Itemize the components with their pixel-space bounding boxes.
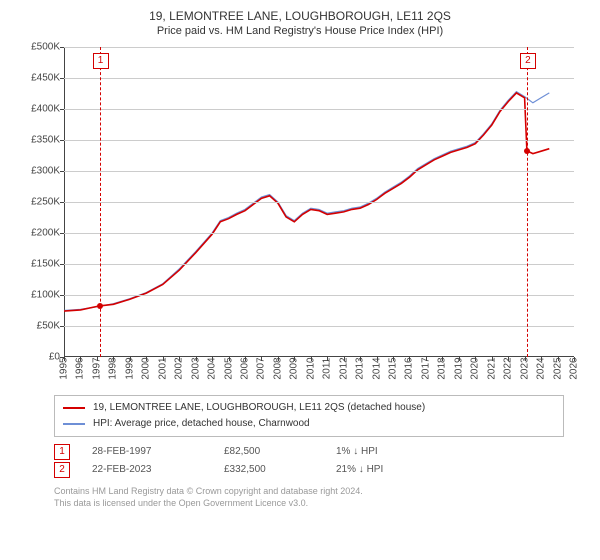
transactions-table: 1 28-FEB-1997 £82,500 1% ↓ HPI 2 22-FEB-2023 £… bbox=[54, 443, 590, 479]
y-tick bbox=[60, 233, 64, 234]
footer-line: This data is licensed under the Open Gov… bbox=[54, 497, 564, 510]
y-tick bbox=[60, 109, 64, 110]
transaction-pct: 1% ↓ HPI bbox=[336, 443, 378, 461]
gridline bbox=[64, 109, 574, 110]
x-axis-label: 2001 bbox=[157, 357, 168, 379]
transaction-pct: 21% ↓ HPI bbox=[336, 461, 383, 479]
y-axis-label: £50K bbox=[37, 320, 60, 331]
x-axis-label: 2021 bbox=[486, 357, 497, 379]
x-axis-label: 2015 bbox=[388, 357, 399, 379]
y-axis-label: £150K bbox=[31, 258, 60, 269]
license-footer: Contains HM Land Registry data © Crown c… bbox=[54, 485, 564, 510]
gridline bbox=[64, 295, 574, 296]
x-axis-label: 2011 bbox=[322, 358, 333, 380]
x-axis-label: 1995 bbox=[59, 357, 70, 379]
y-tick bbox=[60, 202, 64, 203]
x-axis-label: 2005 bbox=[223, 357, 234, 379]
y-axis-label: £500K bbox=[31, 41, 60, 52]
y-tick bbox=[60, 47, 64, 48]
x-axis-label: 2016 bbox=[404, 357, 415, 379]
x-axis-label: 2022 bbox=[503, 357, 514, 379]
y-axis-label: £300K bbox=[31, 165, 60, 176]
legend-label: 19, LEMONTREE LANE, LOUGHBOROUGH, LE11 2… bbox=[93, 400, 425, 416]
transaction-price: £332,500 bbox=[224, 461, 314, 479]
x-axis-label: 2006 bbox=[239, 357, 250, 379]
transaction-date: 28-FEB-1997 bbox=[92, 443, 202, 461]
chart-title: 19, LEMONTREE LANE, LOUGHBOROUGH, LE11 2… bbox=[10, 8, 590, 25]
x-axis-label: 1999 bbox=[124, 357, 135, 379]
transaction-row: 2 22-FEB-2023 £332,500 21% ↓ HPI bbox=[54, 461, 590, 479]
marker-line bbox=[527, 47, 528, 357]
gridline bbox=[64, 171, 574, 172]
x-axis-label: 2023 bbox=[519, 357, 530, 379]
transaction-date: 22-FEB-2023 bbox=[92, 461, 202, 479]
y-axis-label: £450K bbox=[31, 72, 60, 83]
marker-line bbox=[100, 47, 101, 357]
x-axis-label: 2000 bbox=[141, 357, 152, 379]
transaction-badge: 2 bbox=[54, 462, 70, 478]
y-tick bbox=[60, 140, 64, 141]
transaction-badge: 1 bbox=[54, 444, 70, 460]
x-axis-label: 2020 bbox=[470, 357, 481, 379]
x-axis-label: 2010 bbox=[305, 357, 316, 379]
y-axis-label: £400K bbox=[31, 103, 60, 114]
gridline bbox=[64, 47, 574, 48]
gridline bbox=[64, 140, 574, 141]
gridline bbox=[64, 202, 574, 203]
y-tick bbox=[60, 171, 64, 172]
x-axis-label: 2025 bbox=[552, 357, 563, 379]
gridline bbox=[64, 326, 574, 327]
x-axis-label: 2013 bbox=[355, 357, 366, 379]
x-axis-label: 1996 bbox=[75, 357, 86, 379]
x-axis-label: 2026 bbox=[569, 357, 580, 379]
chart: £0£50K£100K£150K£200K£250K£300K£350K£400… bbox=[20, 41, 580, 391]
y-tick bbox=[60, 78, 64, 79]
y-axis-label: £250K bbox=[31, 196, 60, 207]
x-axis-label: 1997 bbox=[91, 357, 102, 379]
y-tick bbox=[60, 264, 64, 265]
transaction-row: 1 28-FEB-1997 £82,500 1% ↓ HPI bbox=[54, 443, 590, 461]
x-axis-label: 2017 bbox=[420, 357, 431, 379]
x-axis-label: 2009 bbox=[289, 357, 300, 379]
transaction-price: £82,500 bbox=[224, 443, 314, 461]
marker-badge: 1 bbox=[93, 53, 109, 69]
x-axis-label: 2019 bbox=[453, 357, 464, 379]
legend-swatch bbox=[63, 423, 85, 425]
footer-line: Contains HM Land Registry data © Crown c… bbox=[54, 485, 564, 498]
legend-item: HPI: Average price, detached house, Char… bbox=[63, 416, 555, 432]
x-axis-label: 2018 bbox=[437, 357, 448, 379]
x-axis-label: 2002 bbox=[174, 357, 185, 379]
y-axis-label: £100K bbox=[31, 289, 60, 300]
x-axis-label: 2014 bbox=[371, 357, 382, 379]
x-axis-label: 2024 bbox=[536, 357, 547, 379]
legend-item: 19, LEMONTREE LANE, LOUGHBOROUGH, LE11 2… bbox=[63, 400, 555, 416]
legend: 19, LEMONTREE LANE, LOUGHBOROUGH, LE11 2… bbox=[54, 395, 564, 437]
x-axis-label: 2008 bbox=[272, 357, 283, 379]
gridline bbox=[64, 233, 574, 234]
y-axis-label: £200K bbox=[31, 227, 60, 238]
legend-label: HPI: Average price, detached house, Char… bbox=[93, 416, 310, 432]
chart-subtitle: Price paid vs. HM Land Registry's House … bbox=[10, 25, 590, 37]
y-tick bbox=[60, 326, 64, 327]
y-tick bbox=[60, 295, 64, 296]
x-axis-label: 2012 bbox=[338, 357, 349, 379]
marker-dot bbox=[97, 303, 103, 309]
x-axis-label: 2003 bbox=[190, 357, 201, 379]
legend-swatch bbox=[63, 407, 85, 409]
plot-area: 12 bbox=[64, 47, 574, 357]
marker-dot bbox=[524, 148, 530, 154]
marker-badge: 2 bbox=[520, 53, 536, 69]
y-axis-label: £350K bbox=[31, 134, 60, 145]
gridline bbox=[64, 264, 574, 265]
x-axis-label: 2007 bbox=[256, 357, 267, 379]
gridline bbox=[64, 78, 574, 79]
x-axis-label: 1998 bbox=[108, 357, 119, 379]
x-axis-label: 2004 bbox=[207, 357, 218, 379]
